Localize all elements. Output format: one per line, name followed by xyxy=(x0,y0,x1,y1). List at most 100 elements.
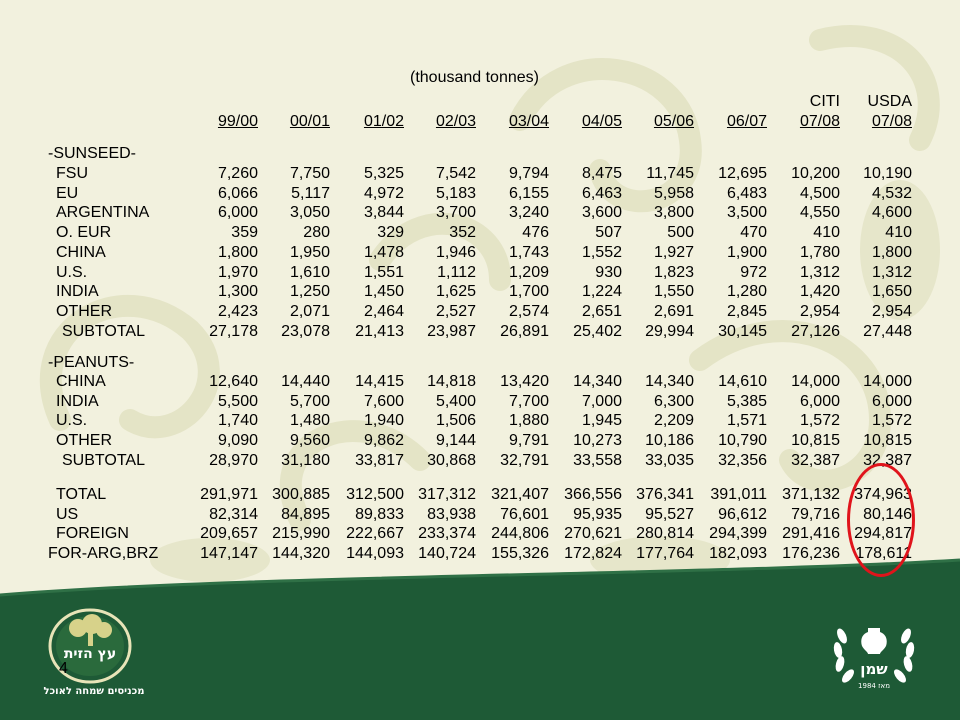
row-label: OTHER xyxy=(56,302,112,320)
table-cell: 2,954 xyxy=(871,302,912,320)
table-cell: 1,224 xyxy=(581,283,622,301)
table-cell: 7,000 xyxy=(581,392,622,410)
table-cell: 8,475 xyxy=(581,165,622,182)
column-header-season-label: 01/02 xyxy=(363,113,404,130)
table-cell: 410 xyxy=(813,224,840,242)
table-cell: 1,823 xyxy=(653,263,694,281)
table-cell: 1,572 xyxy=(799,412,840,430)
table-row: FOR-ARG,BRZ 147,147 144,320 144,093 140,724 1… xyxy=(0,545,960,565)
table-cell: 1,900 xyxy=(726,243,767,261)
table-cell: 233,374 xyxy=(418,525,476,542)
table-cell: 280 xyxy=(303,224,330,242)
table-cell: 7,600 xyxy=(363,392,404,410)
table-row: OTHER 2,423 2,071 2,464 2,527 2,574 2,651 2,691… xyxy=(0,303,960,323)
table-cell: 359 xyxy=(231,224,258,242)
table-cell: 1,740 xyxy=(217,412,258,430)
table-cell: 32,791 xyxy=(500,451,549,469)
table-cell: 10,273 xyxy=(573,432,622,450)
table-cell: 1,970 xyxy=(217,263,258,281)
table-cell: 2,464 xyxy=(363,302,404,320)
table-cell: 3,050 xyxy=(289,204,330,222)
row-label: FOREIGN xyxy=(56,525,129,542)
table-cell: 12,640 xyxy=(209,373,258,390)
table-cell: 1,700 xyxy=(508,283,549,301)
table-cell: 11,745 xyxy=(646,165,694,182)
section-heading: -SUNSEED- xyxy=(48,145,137,162)
table-cell: 312,500 xyxy=(346,486,404,503)
table-cell: 7,260 xyxy=(217,165,258,182)
table-row: ARGENTINA 6,000 3,050 3,844 3,700 3,240 3,600 3… xyxy=(0,204,960,224)
table-cell: 300,885 xyxy=(272,486,330,503)
table-cell: 9,090 xyxy=(217,432,258,450)
column-header-season: 07/08 xyxy=(842,113,912,131)
table-cell: 1,420 xyxy=(799,283,840,301)
column-header-season-label: 00/01 xyxy=(289,113,330,130)
row-label: OTHER xyxy=(56,432,112,450)
olive-tree-logo: עץ הזית מכניסים שמחה לאוכל xyxy=(43,608,145,697)
table-row: INDIA 1,300 1,250 1,450 1,625 1,700 1,224 1,550… xyxy=(0,283,960,303)
table-cell: 376,341 xyxy=(636,486,694,503)
table-cell: 1,506 xyxy=(435,412,476,430)
table-row: O. EUR 359 280 329 352 476 507 500 470 410 410 xyxy=(0,224,960,244)
table-cell: 14,610 xyxy=(718,373,767,390)
table-cell: 4,500 xyxy=(799,184,840,202)
table-cell: 155,326 xyxy=(491,544,549,562)
table-cell: 222,667 xyxy=(346,525,404,542)
table-cell: 1,552 xyxy=(581,243,622,261)
table-row: CHINA 1,800 1,950 1,478 1,946 1,743 1,552 1,927… xyxy=(0,244,960,264)
table-cell: 177,764 xyxy=(636,544,694,562)
table-cell: 1,950 xyxy=(289,243,330,261)
row-label: INDIA xyxy=(56,283,99,301)
table-cell: 5,958 xyxy=(653,184,694,202)
column-header-season-label: 05/06 xyxy=(653,113,694,130)
table-cell: 9,144 xyxy=(435,432,476,450)
table-cell: 7,750 xyxy=(289,165,330,182)
table-cell: 6,155 xyxy=(508,184,549,202)
table-cell: 4,550 xyxy=(799,204,840,222)
table-cell: 30,868 xyxy=(427,451,476,469)
table-cell: 1,780 xyxy=(799,243,840,261)
table-cell: 1,280 xyxy=(726,283,767,301)
table-cell: 14,440 xyxy=(281,373,330,390)
column-header-season-label: 07/08 xyxy=(871,113,912,130)
column-header-season-label: 06/07 xyxy=(726,113,767,130)
table-cell: 1,945 xyxy=(581,412,622,430)
table-cell: 30,145 xyxy=(718,322,767,340)
row-label: ARGENTINA xyxy=(56,204,150,222)
table-cell: 410 xyxy=(885,224,912,242)
table-cell: 147,147 xyxy=(200,544,258,562)
table-cell: 6,300 xyxy=(653,392,694,410)
table-cell: 6,000 xyxy=(217,204,258,222)
table-cell: 23,078 xyxy=(281,322,330,340)
table-cell: 144,320 xyxy=(272,544,330,562)
table-cell: 10,815 xyxy=(791,432,840,450)
table-cell: 1,551 xyxy=(363,263,404,281)
table-cell: 25,402 xyxy=(573,322,622,340)
table-cell: 176,236 xyxy=(782,544,840,562)
column-header-season: 05/06 xyxy=(624,113,694,131)
highlight-circle xyxy=(847,463,915,577)
table-cell: 79,716 xyxy=(791,505,840,523)
table-cell: 5,183 xyxy=(435,184,476,202)
slide-number: 4 xyxy=(59,660,68,677)
table-cell: 321,407 xyxy=(491,486,549,503)
table-row: SUBTOTAL 27,178 23,078 21,413 23,987 26,891 25… xyxy=(0,323,960,343)
svg-text:1984 מאז: 1984 מאז xyxy=(858,682,890,690)
table-cell: 4,600 xyxy=(871,204,912,222)
table-cell: 1,300 xyxy=(217,283,258,301)
table-cell: 31,180 xyxy=(281,451,330,469)
table-cell: 5,700 xyxy=(289,392,330,410)
table-cell: 3,600 xyxy=(581,204,622,222)
table-cell: 2,527 xyxy=(435,302,476,320)
table-cell: 1,312 xyxy=(799,263,840,281)
table-cell: 6,000 xyxy=(871,392,912,410)
table-cell: 1,800 xyxy=(871,243,912,261)
row-label: TOTAL xyxy=(56,486,107,503)
column-header-season: 00/01 xyxy=(260,113,330,131)
table-cell: 270,621 xyxy=(564,525,622,542)
table-cell: 9,560 xyxy=(289,432,330,450)
table-cell: 972 xyxy=(740,263,767,281)
table-cell: 23,987 xyxy=(427,322,476,340)
table-cell: 10,815 xyxy=(863,432,912,450)
table-cell: 33,817 xyxy=(355,451,404,469)
